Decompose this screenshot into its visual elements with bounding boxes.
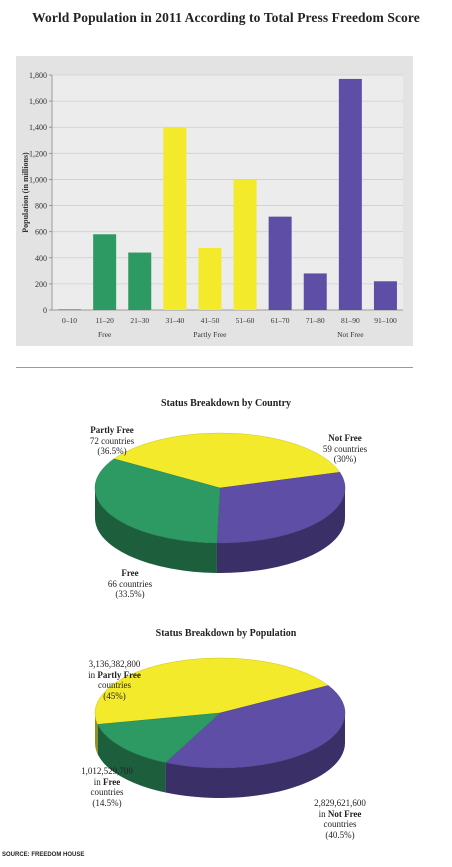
pie-population-label-free: 1,012,529,700 in Free countries (14.5%) — [62, 766, 152, 808]
slice-detail: (14.5%) — [92, 797, 122, 808]
slice-detail: 2,829,621,600 — [314, 798, 366, 808]
group-label: Partly Free — [193, 330, 227, 339]
pie-country-chart — [94, 432, 346, 573]
bar-chart: 0 200 400 600 800 1,000 1,200 1,400 1,600 1,800 0–… — [21, 71, 403, 339]
y-tick-label: 1,600 — [29, 97, 47, 106]
slice-detail: countries — [98, 680, 131, 690]
y-tick-label: 200 — [35, 280, 47, 289]
x-tick-label: 61–70 — [271, 316, 290, 325]
pie-country-title: Status Breakdown by Country — [160, 398, 292, 409]
slice-detail: countries — [323, 819, 357, 829]
y-axis-label: Population (in millions) — [21, 152, 30, 233]
pie-slice-not_free — [165, 685, 346, 769]
pie-side-not_free — [165, 713, 345, 798]
pie-country-label-partly-free: Partly Free 72 countries (36.5%) — [62, 425, 162, 457]
y-tick-label: 1,200 — [29, 149, 47, 158]
bar-chart-panel: 0 200 400 600 800 1,000 1,200 1,400 1,600 1,800 0–… — [16, 56, 413, 346]
y-tick-label: 400 — [35, 254, 47, 263]
slice-detail: 72 countries — [89, 435, 135, 446]
pie-population-label-partly-free: 3,136,382,800 in Partly Free countries (… — [72, 659, 157, 701]
bar-91–100 — [373, 281, 397, 310]
slice-detail: (36.5%) — [97, 446, 127, 456]
slice-detail: 3,136,382,800 — [88, 659, 141, 669]
x-tick-label: 91–100 — [374, 316, 397, 325]
slice-name: Partly Free — [90, 425, 134, 435]
x-tick-label: 41–50 — [201, 316, 220, 325]
y-tick-label: 600 — [35, 228, 47, 237]
source-note: SOURCE: FREEDOM HOUSE — [2, 852, 85, 858]
bar-41–50 — [198, 247, 222, 310]
pie-slice-free — [97, 712, 221, 763]
bar-51–60 — [233, 179, 257, 310]
pie-side-free — [97, 724, 166, 793]
pie-slice-free — [94, 458, 221, 544]
x-tick-label: 11–20 — [95, 316, 114, 325]
slice-detail: in Not Free — [318, 808, 362, 819]
x-tick-label: 81–90 — [341, 316, 360, 325]
y-tick-label: 0 — [43, 306, 47, 315]
slice-detail: countries — [90, 787, 124, 797]
pie-side-free — [95, 488, 217, 573]
slice-detail: (40.5%) — [325, 829, 355, 840]
pie-slice-not_free — [216, 472, 346, 544]
bar-61–70 — [268, 216, 292, 310]
x-tick-label: 31–40 — [165, 316, 184, 325]
slice-detail: in Partly Free — [88, 669, 141, 680]
x-tick-label: 0–10 — [62, 316, 77, 325]
pie-population-chart — [94, 657, 346, 798]
group-label: Free — [98, 330, 112, 339]
bar-81–90 — [338, 78, 362, 311]
y-tick-label: 1,400 — [29, 123, 47, 132]
slice-name: Free — [121, 568, 139, 578]
y-tick-label: 1,800 — [29, 71, 47, 80]
bar-0–10 — [58, 309, 82, 310]
pie-population-title: Status Breakdown by Population — [155, 628, 297, 639]
slice-detail: (45%) — [103, 690, 126, 701]
y-tick-label: 800 — [35, 202, 47, 211]
section-divider — [16, 367, 413, 368]
slice-detail: 1,012,529,700 — [81, 766, 133, 776]
x-tick-label: 21–30 — [130, 316, 149, 325]
pie-country-label-free: Free 66 countries (33.5%) — [90, 568, 170, 600]
bar-31–40 — [163, 127, 187, 310]
bar-71–80 — [303, 273, 327, 310]
pie-side-not_free — [216, 488, 345, 573]
page-title: World Population in 2011 According to To… — [32, 10, 420, 25]
x-tick-label: 51–60 — [236, 316, 255, 325]
slice-name: Not Free — [328, 433, 362, 443]
y-tick-label: 1,000 — [29, 175, 47, 184]
slice-detail: 59 countries — [322, 443, 368, 454]
slice-detail: in Free — [93, 776, 121, 787]
slice-detail: 66 countries — [107, 578, 153, 589]
x-tick-label: 71–80 — [306, 316, 325, 325]
pie-slice-partly_free — [94, 657, 329, 725]
slice-detail: (30%) — [333, 454, 357, 464]
pie-country-label-not-free: Not Free 59 countries (30%) — [300, 433, 390, 465]
slice-detail: (33.5%) — [115, 589, 145, 599]
group-label: Not Free — [337, 330, 364, 339]
pie-population-label-not-free: 2,829,621,600 in Not Free countries (40.… — [295, 798, 385, 840]
bar-11–20 — [93, 234, 117, 310]
bar-21–30 — [128, 252, 152, 310]
